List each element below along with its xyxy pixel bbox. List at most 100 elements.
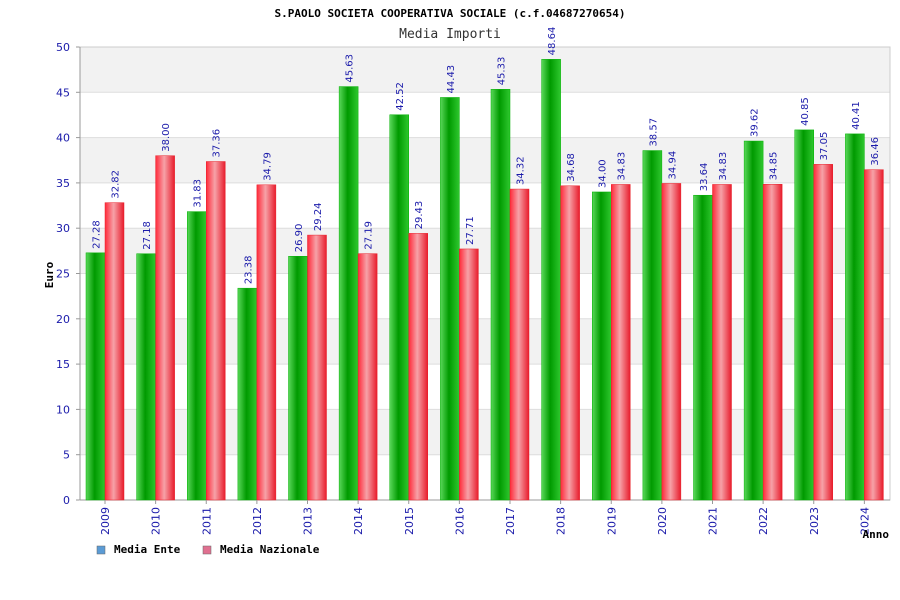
x-tick-label: 2021 [707, 507, 720, 535]
bar-media-nazionale [509, 188, 530, 501]
bar-media-nazionale [712, 184, 732, 501]
data-label-media-ente: 38.57 [648, 118, 659, 147]
data-label-media-ente: 42.52 [395, 82, 406, 111]
bar-media-ente [693, 194, 713, 501]
data-label-media-ente: 39.62 [750, 108, 761, 137]
bar-media-ente [592, 191, 612, 501]
chart-subtitle: Media Importi [399, 27, 501, 42]
legend: Media Ente Media Nazionale [96, 543, 320, 556]
data-label-media-nazionale: 34.83 [718, 152, 729, 181]
bar-media-ente [288, 256, 308, 501]
data-label-media-nazionale: 34.83 [617, 152, 628, 181]
legend-label-media-nazionale: Media Nazionale [220, 543, 320, 556]
y-tick-label: 35 [56, 177, 70, 190]
bar-media-ente [85, 252, 106, 501]
bar-media-ente [187, 211, 207, 501]
x-tick-label: 2009 [99, 507, 112, 535]
y-tick-label: 25 [56, 268, 70, 281]
bar-media-ente [794, 129, 814, 501]
legend-label-media-ente: Media Ente [114, 543, 181, 556]
data-label-media-ente: 45.63 [345, 54, 356, 83]
y-tick-label: 45 [56, 86, 70, 99]
x-tick-label: 2024 [858, 507, 871, 535]
bar-media-nazionale [155, 155, 175, 501]
x-tick-label: 2020 [656, 507, 669, 535]
data-label-media-ente: 34.00 [598, 159, 609, 188]
bar-media-nazionale [307, 234, 327, 501]
data-label-media-ente: 31.83 [193, 179, 204, 208]
bar-media-ente [136, 253, 156, 501]
data-label-media-nazionale: 34.32 [516, 156, 527, 185]
x-tick-label: 2016 [453, 507, 466, 535]
bar-media-ente [743, 140, 764, 501]
y-tick-label: 20 [56, 313, 70, 326]
x-tick-label: 2015 [403, 507, 416, 535]
data-label-media-ente: 44.43 [446, 65, 457, 94]
data-label-media-nazionale: 36.46 [870, 137, 881, 166]
data-label-media-nazionale: 37.05 [819, 132, 830, 161]
data-label-media-nazionale: 37.36 [212, 129, 223, 158]
data-label-media-nazionale: 27.71 [465, 216, 476, 245]
bar-media-ente [490, 89, 511, 501]
bar-media-ente [440, 97, 460, 501]
x-tick-label: 2017 [504, 507, 517, 535]
data-label-media-nazionale: 34.68 [566, 153, 577, 182]
data-label-media-ente: 23.38 [243, 256, 254, 285]
bar-media-nazionale [560, 185, 580, 501]
bar-media-ente [338, 86, 359, 501]
bar-media-nazionale [408, 233, 428, 501]
y-tick-label: 5 [63, 449, 70, 462]
data-label-media-ente: 48.64 [547, 27, 558, 56]
data-label-media-ente: 40.85 [800, 97, 811, 126]
data-label-media-nazionale: 27.19 [364, 221, 375, 250]
data-label-media-ente: 26.90 [294, 224, 305, 253]
bar-media-nazionale [661, 183, 682, 501]
x-tick-label: 2012 [251, 507, 264, 535]
bar-media-ente [642, 150, 663, 501]
x-tick-label: 2010 [150, 507, 163, 535]
bar-media-nazionale [256, 184, 277, 501]
x-tick-label: 2022 [757, 507, 770, 535]
bar-media-nazionale [762, 184, 783, 501]
data-label-media-ente: 27.28 [92, 220, 103, 249]
y-tick-label: 30 [56, 222, 70, 235]
data-label-media-nazionale: 38.00 [161, 123, 172, 152]
bar-media-nazionale [813, 164, 833, 501]
x-tick-label: 2023 [808, 507, 821, 535]
data-label-media-nazionale: 29.43 [414, 201, 425, 230]
data-label-media-ente: 45.33 [497, 57, 508, 86]
bar-media-nazionale [104, 202, 125, 501]
y-tick-label: 40 [56, 132, 70, 145]
bar-media-ente [541, 59, 561, 501]
bar-media-ente [237, 287, 258, 501]
y-axis-label: Euro [43, 261, 56, 288]
data-label-media-nazionale: 32.82 [111, 170, 122, 199]
legend-swatch-media-nazionale [202, 545, 212, 555]
y-tick-label: 50 [56, 41, 70, 54]
data-label-media-nazionale: 34.85 [769, 152, 780, 181]
y-tick-label: 10 [56, 403, 70, 416]
bar-media-nazionale [459, 248, 479, 501]
chart-title: S.PAOLO SOCIETA COOPERATIVA SOCIALE (c.f… [275, 7, 626, 20]
bar-media-nazionale [864, 169, 884, 501]
y-tick-label: 0 [63, 494, 70, 507]
data-label-media-ente: 33.64 [699, 163, 710, 192]
data-label-media-nazionale: 34.79 [262, 152, 273, 181]
data-label-media-ente: 27.18 [142, 221, 153, 250]
data-label-media-nazionale: 34.94 [667, 151, 678, 180]
bar-media-nazionale [206, 161, 226, 501]
bar-media-ente [389, 114, 409, 501]
bar-media-ente [845, 133, 865, 501]
y-tick-label: 15 [56, 358, 70, 371]
x-axis-label: Anno [863, 528, 890, 541]
plot-band [80, 92, 890, 138]
bar-media-nazionale [611, 184, 631, 501]
x-tick-label: 2018 [555, 507, 568, 535]
plot-band [80, 47, 890, 93]
legend-swatch-media-ente [96, 545, 106, 555]
x-tick-label: 2014 [352, 507, 365, 535]
x-tick-label: 2013 [302, 507, 315, 535]
x-tick-label: 2011 [200, 507, 213, 535]
x-tick-label: 2019 [605, 507, 618, 535]
